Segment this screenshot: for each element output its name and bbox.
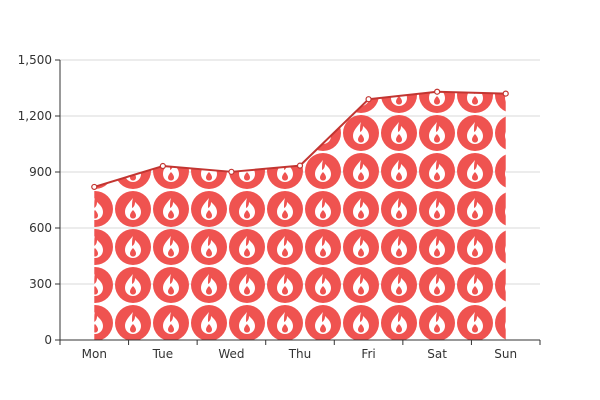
y-tick-label: 600	[29, 221, 52, 235]
x-tick-label: Mon	[82, 347, 107, 361]
y-tick-label: 900	[29, 165, 52, 179]
area-series	[94, 91, 506, 340]
data-point-sun[interactable]	[502, 90, 509, 97]
x-tick-label: Sun	[494, 347, 517, 361]
y-tick-label: 0	[44, 333, 52, 347]
data-points	[91, 88, 509, 191]
data-point-tue[interactable]	[159, 162, 166, 170]
x-tick-label: Wed	[218, 347, 244, 361]
axes	[55, 59, 541, 345]
data-point-mon[interactable]	[91, 183, 98, 191]
data-point-wed[interactable]	[228, 168, 235, 175]
data-point-fri[interactable]	[365, 96, 372, 103]
data-point-thu[interactable]	[296, 162, 304, 169]
y-tick-label: 1,500	[18, 53, 52, 67]
x-tick-label: Thu	[288, 347, 312, 361]
x-tick-label: Sat	[427, 347, 447, 361]
data-point-sat[interactable]	[434, 88, 441, 95]
area-fill	[94, 91, 506, 340]
y-tick-label: 1,200	[18, 109, 52, 123]
y-tick-label: 300	[29, 277, 52, 291]
tick-labels: 0 300 600 900 1,200 1,500 Mon Tue Wed Thu Fri Sat Su…	[18, 53, 517, 361]
x-tick-label: Tue	[152, 347, 174, 361]
x-tick-label: Fri	[361, 347, 375, 361]
